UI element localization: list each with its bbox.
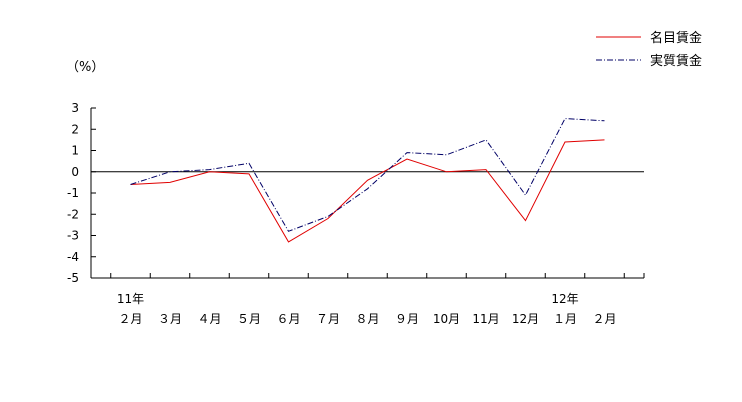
x-tick-label: 12月 [512, 312, 539, 326]
x-tick-label: ５月 [237, 312, 261, 326]
y-tick-label: -4 [67, 250, 79, 264]
legend-label-real-wage: 実質賃金 [650, 53, 702, 69]
legend-label-nominal-wage: 名目賃金 [650, 30, 702, 46]
x-tick-label: ２月 [592, 312, 616, 326]
y-tick-label: -5 [67, 271, 79, 285]
series-line-real-wage [130, 118, 605, 232]
legend: 名目賃金 実質賃金 [596, 30, 702, 69]
y-tick-label: -1 [67, 186, 79, 200]
x-tick-label: ６月 [276, 312, 300, 326]
y-tick-label: 2 [71, 122, 79, 136]
x-tick-label: ７月 [316, 312, 340, 326]
x-tick-label: ２月 [118, 312, 142, 326]
x-tick-label: ９月 [395, 312, 419, 326]
y-tick-label: 1 [71, 144, 79, 158]
x-tick-label: ８月 [355, 312, 379, 326]
axis-labels: 3 2 1 0 -1 -2 -3 -4 -5 ２月 ３月 ４月 ５月 ６月 ７月 ８月 ９月 10月 11月 12月 １… [67, 101, 616, 326]
year-label: 12年 [551, 292, 578, 306]
x-tick-label: １月 [553, 312, 577, 326]
y-tick-label: 0 [71, 165, 79, 179]
x-tick-label: ４月 [197, 312, 221, 326]
series-line-nominal-wage [130, 139, 605, 243]
y-tick-label: -2 [67, 207, 79, 221]
x-tick-label: 11月 [472, 312, 499, 326]
y-tick-label: 3 [71, 101, 79, 115]
year-label: 11年 [117, 292, 144, 306]
x-tick-label: ３月 [158, 312, 182, 326]
y-axis-unit-label: （%） [66, 60, 104, 75]
y-tick-label: -3 [67, 229, 79, 243]
axes [90, 107, 645, 279]
x-tick-label: 10月 [433, 312, 460, 326]
series-lines [130, 118, 605, 243]
